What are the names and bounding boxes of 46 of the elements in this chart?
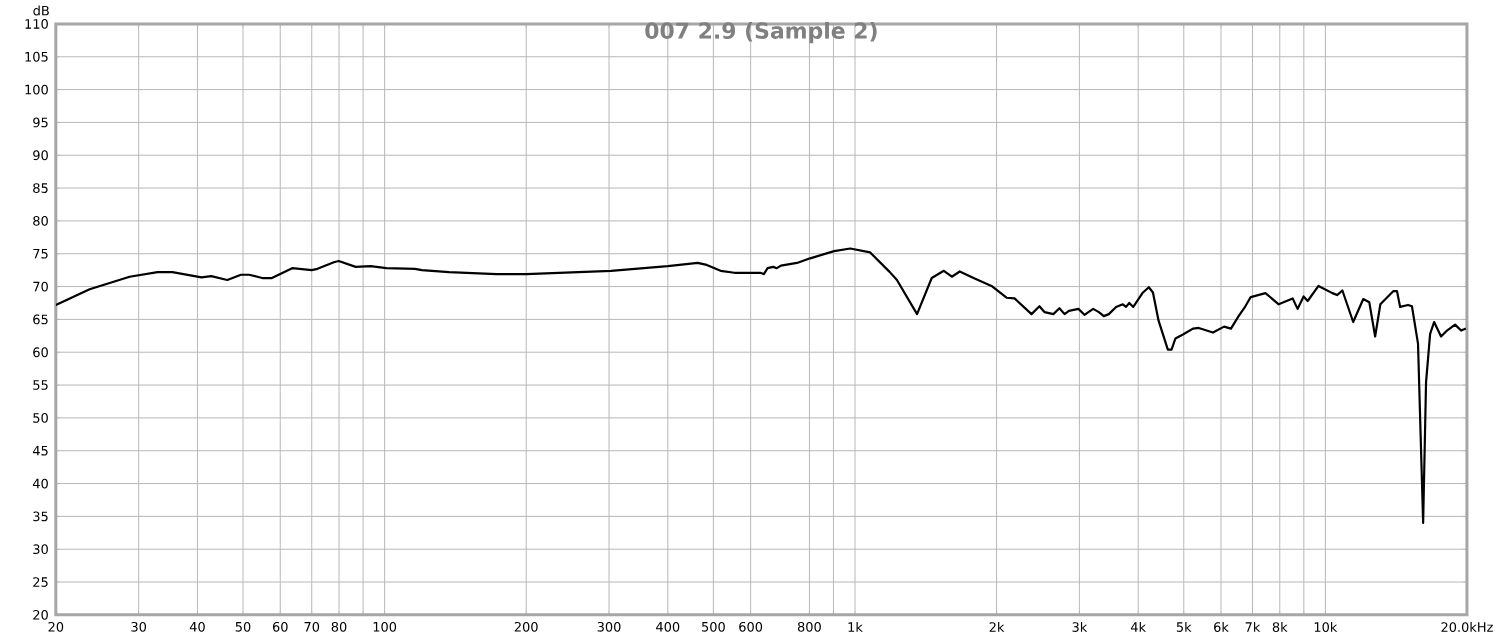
y-tick-label: 75 (33, 249, 48, 259)
x-tick-label: 30 (131, 622, 147, 632)
x-tick-label: 4k (1130, 622, 1147, 632)
y-tick-label: 85 (33, 183, 48, 194)
x-tick-label: 60 (272, 622, 288, 632)
y-tick-label: 95 (33, 117, 48, 128)
x-tick-label: 50 (235, 622, 251, 632)
y-tick-label: 30 (33, 544, 48, 555)
y-tick-label: 40 (32, 478, 48, 489)
y-tick-label: 20 (33, 610, 48, 620)
x-tick-label: 200 (514, 622, 538, 632)
x-tick-label: 70 (304, 622, 320, 632)
y-tick-label: 70 (33, 281, 48, 292)
y-tick-label: 100 (25, 84, 48, 95)
y-tick-label: 65 (33, 314, 48, 325)
y-tick-label: 90 (33, 150, 48, 161)
y-tick-label: 60 (33, 347, 48, 358)
x-tick-label: 20.0k (1441, 622, 1477, 633)
y-tick-label: 80 (33, 216, 48, 227)
y-tick-label: 50 (33, 413, 48, 423)
y-axis-title: dB (33, 5, 49, 16)
x-tick-label: 7k (1245, 622, 1261, 632)
y-tick-label: 110 (25, 19, 48, 30)
x-tick-label: 40 (189, 622, 205, 632)
x-tick-label: 300 (597, 622, 621, 632)
x-axis-title: Hz (1478, 622, 1493, 632)
x-tick-label: 5k (1176, 622, 1192, 633)
y-tick-label: 45 (32, 446, 48, 456)
x-tick-label: 1k (848, 622, 863, 632)
x-tick-label: 3k (1072, 622, 1088, 633)
y-tick-label: 25 (33, 577, 48, 588)
x-tick-label: 10k (1314, 622, 1338, 633)
x-tick-label: 20 (48, 622, 64, 632)
y-tick-label: 105 (25, 52, 48, 62)
x-tick-label: 400 (656, 622, 680, 632)
x-tick-label: 80 (331, 622, 347, 632)
x-tick-label: 500 (702, 622, 725, 632)
x-tick-label: 6k (1214, 622, 1229, 633)
x-tick-label: 8k (1272, 622, 1288, 633)
y-tick-label: 55 (33, 380, 48, 391)
x-tick-label: 100 (373, 622, 397, 632)
x-tick-label: 800 (797, 622, 821, 632)
x-tick-label: 2k (989, 622, 1005, 632)
chart-title: 007 2.9 (Sample 2) (645, 22, 877, 44)
x-tick-label: 600 (739, 622, 763, 632)
y-tick-label: 35 (33, 511, 48, 522)
